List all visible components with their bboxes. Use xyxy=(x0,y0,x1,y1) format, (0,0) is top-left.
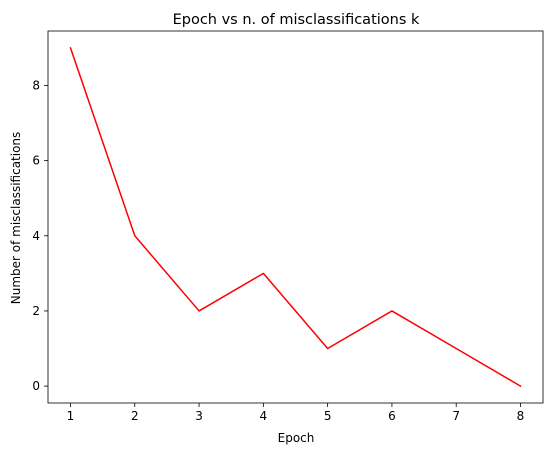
y-tick-label: 4 xyxy=(32,229,40,243)
series-line-0 xyxy=(69,46,522,388)
x-tick-label: 7 xyxy=(452,409,460,423)
y-tick-label: 8 xyxy=(32,78,40,92)
plot-area: 1 2 3 4 5 6 7 8 0 2 4 6 8 xyxy=(32,30,544,423)
x-tick-label: 5 xyxy=(324,409,332,423)
x-axis-label: Epoch xyxy=(278,431,315,445)
y-tick-label: 2 xyxy=(32,304,40,318)
x-tick-label: 2 xyxy=(131,409,139,423)
x-tick-label: 1 xyxy=(67,409,75,423)
x-tick-label: 4 xyxy=(260,409,268,423)
x-tick-label: 3 xyxy=(195,409,203,423)
x-tick-label: 6 xyxy=(388,409,396,423)
y-tick-label: 6 xyxy=(32,154,40,168)
chart-title: Epoch vs n. of misclassifications k xyxy=(173,12,420,28)
y-axis-label: Number of misclassifications xyxy=(9,132,23,305)
x-tick-label: 8 xyxy=(517,409,525,423)
plot-frame xyxy=(47,30,544,404)
y-tick-label: 0 xyxy=(32,379,40,393)
